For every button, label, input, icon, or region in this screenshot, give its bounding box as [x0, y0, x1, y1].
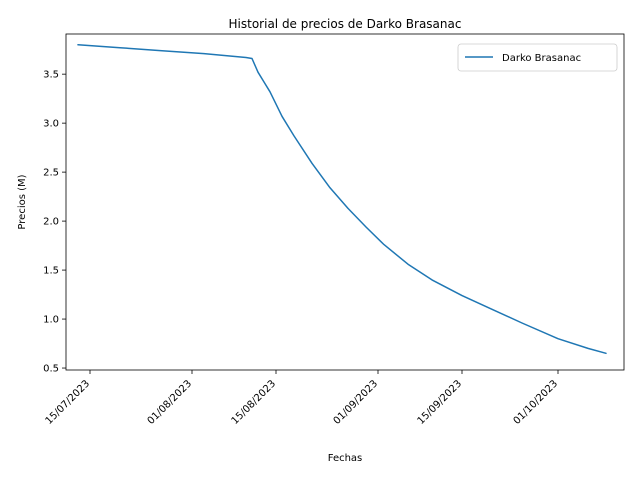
series-layer [77, 44, 607, 355]
y-axis: 0.5 1.0 1.5 2.0 2.5 3.0 3.5 [43, 70, 66, 375]
y-tick-label: 3.5 [43, 70, 59, 81]
y-tick-label: 3.0 [43, 119, 59, 130]
y-tick-label: 2.0 [43, 217, 59, 228]
legend-label-darko-brasanac: Darko Brasanac [502, 53, 581, 64]
series-line-darko-brasanac [77, 44, 607, 355]
plot-border [65, 33, 625, 371]
x-axis-label: Fechas [328, 453, 363, 464]
y-axis-label: Precios (M) [17, 174, 28, 229]
y-tick-label: 1.0 [43, 315, 59, 326]
chart-title: Historial de precios de Darko Brasanac [229, 17, 462, 31]
y-tick-label: 1.5 [43, 266, 59, 277]
y-tick-label: 0.5 [43, 364, 59, 375]
plot-area [66, 34, 624, 370]
legend: Darko Brasanac [457, 43, 618, 72]
legend-box [457, 43, 618, 72]
y-tick-label: 2.5 [43, 168, 59, 179]
